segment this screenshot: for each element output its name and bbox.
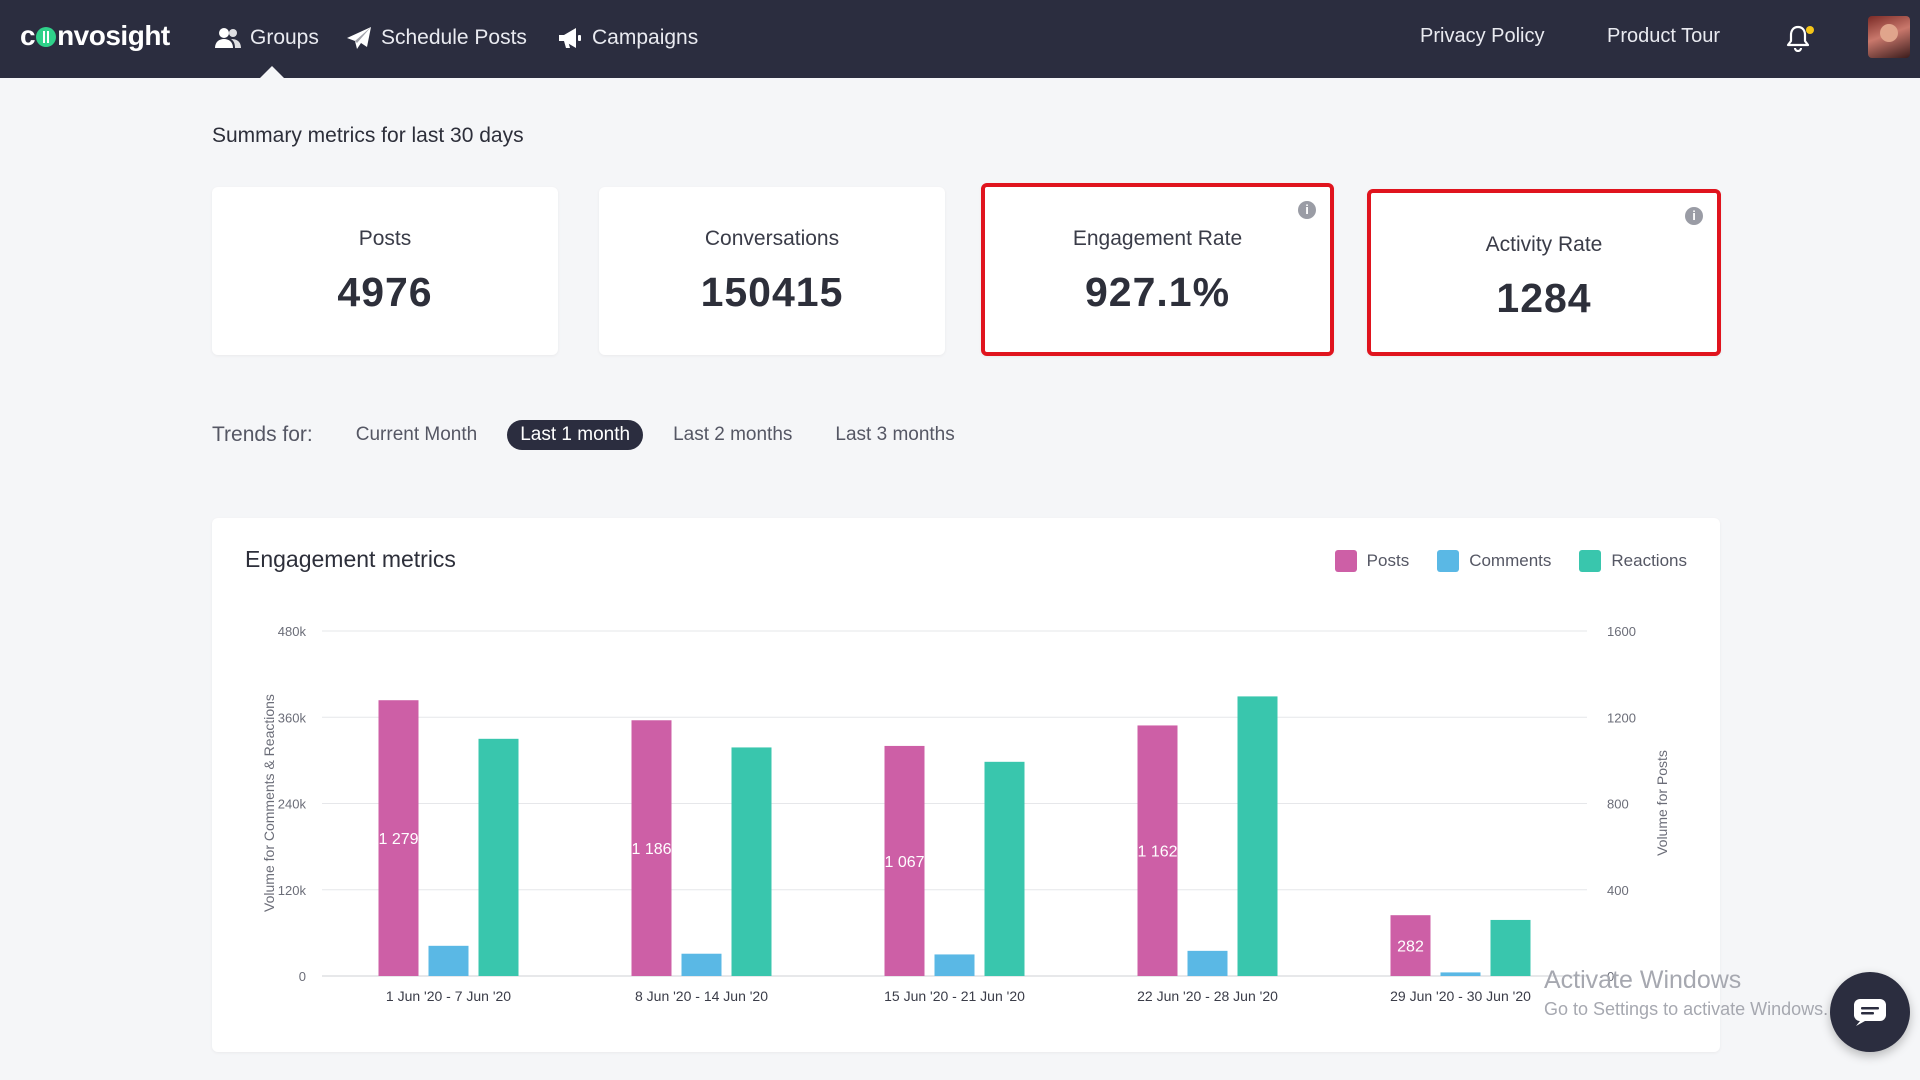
bar-data-label: 1 186 <box>631 841 671 858</box>
legend-label: Posts <box>1366 551 1410 570</box>
bar-reactions <box>478 738 519 976</box>
bar-comments <box>1440 972 1481 976</box>
legend-reactions[interactable]: Reactions <box>1579 550 1687 572</box>
legend-comments[interactable]: Comments <box>1437 550 1551 572</box>
user-avatar[interactable] <box>1868 16 1910 58</box>
metric-label: Activity Rate <box>1485 233 1603 256</box>
active-nav-indicator <box>260 66 284 78</box>
bar-posts <box>1390 915 1431 976</box>
category-label: 29 Jun '20 - 30 Jun '20 <box>1390 988 1531 1004</box>
activity-rate-metric-card: i Activity Rate 1284 <box>1367 189 1721 356</box>
logo-o-icon <box>36 27 57 47</box>
conversations-metric-card: Conversations 150415 <box>599 187 945 355</box>
legend-swatch <box>1437 550 1460 572</box>
legend-swatch <box>1579 550 1602 572</box>
bar-comments <box>934 954 975 976</box>
users-icon <box>214 24 242 52</box>
engagement-metrics-panel: Engagement metrics Posts Comments Reacti… <box>212 518 1720 1052</box>
trends-filter: Trends for: Current Month Last 1 month L… <box>212 418 985 452</box>
chat-icon <box>1854 999 1886 1026</box>
metric-value: 150415 <box>700 269 844 315</box>
bar-posts <box>884 745 925 976</box>
activate-windows-subtitle: Go to Settings to activate Windows. <box>1544 999 1829 1019</box>
left-tick-label: 240k <box>278 797 307 812</box>
legend-label: Reactions <box>1611 551 1687 570</box>
bar-posts <box>631 720 672 976</box>
bar-data-label: 1 067 <box>884 854 924 871</box>
info-icon[interactable]: i <box>1685 207 1703 225</box>
metric-value: 1284 <box>1496 275 1592 321</box>
nav-groups-label: Groups <box>250 26 319 49</box>
legend-swatch <box>1334 550 1357 572</box>
activate-windows-watermark: Activate Windows Go to Settings to activ… <box>1544 966 1828 1020</box>
trend-option-last-2-months[interactable]: Last 2 months <box>673 424 793 445</box>
chart-legend: Posts Comments Reactions <box>1307 550 1687 572</box>
bar-posts <box>378 700 419 976</box>
bar-data-label: 1 279 <box>378 831 418 848</box>
metric-value: 927.1% <box>1084 269 1231 315</box>
category-label: 8 Jun '20 - 14 Jun '20 <box>635 988 768 1004</box>
logo-text-end: nvosight <box>57 20 170 51</box>
bar-data-label: 1 162 <box>1137 844 1177 861</box>
right-tick-label: 800 <box>1607 797 1629 812</box>
posts-metric-card: Posts 4976 <box>212 187 558 355</box>
right-tick-label: 400 <box>1607 883 1629 898</box>
category-label: 22 Jun '20 - 28 Jun '20 <box>1137 988 1278 1004</box>
megaphone-icon <box>556 24 584 52</box>
nav-schedule-posts[interactable]: Schedule Posts <box>345 22 527 54</box>
category-label: 1 Jun '20 - 7 Jun '20 <box>386 988 511 1004</box>
bar-reactions <box>1490 919 1531 976</box>
metric-value: 4976 <box>337 269 433 315</box>
left-tick-label: 360k <box>278 710 307 725</box>
bar-reactions <box>731 747 772 976</box>
logo-text-start: c <box>20 20 36 51</box>
bar-reactions <box>984 761 1025 976</box>
trend-option-last-1-month[interactable]: Last 1 month <box>507 420 644 450</box>
activate-windows-title: Activate Windows <box>1544 966 1742 994</box>
bar-comments <box>1187 950 1228 976</box>
engagement-bar-chart: 0 120k 240k 360k 480k 0 400 800 1200 1600 Volume f… <box>261 624 1670 1004</box>
legend-label: Comments <box>1469 551 1552 570</box>
trend-option-current-month[interactable]: Current Month <box>355 424 478 445</box>
nav-campaigns[interactable]: Campaigns <box>556 22 698 54</box>
convosight-logo[interactable]: c nvosight <box>20 20 170 52</box>
info-icon[interactable]: i <box>1298 201 1316 219</box>
paper-plane-icon <box>345 24 373 52</box>
left-tick-label: 0 <box>299 969 306 984</box>
metric-label: Conversations <box>704 227 840 250</box>
notification-badge <box>1806 26 1814 34</box>
product-tour-link[interactable]: Product Tour <box>1607 25 1721 47</box>
right-tick-label: 1200 <box>1607 710 1636 725</box>
bar-data-label: 282 <box>1397 939 1424 956</box>
nav-schedule-posts-label: Schedule Posts <box>381 26 527 49</box>
top-navigation-bar: c nvosight Groups Schedule Posts Campaign… <box>0 0 1920 78</box>
nav-campaigns-label: Campaigns <box>592 26 699 49</box>
left-tick-label: 480k <box>278 624 307 639</box>
trend-option-last-3-months[interactable]: Last 3 months <box>835 424 955 445</box>
metric-label: Engagement Rate <box>1072 227 1243 250</box>
right-tick-label: 0 <box>1607 969 1614 984</box>
metric-label: Posts <box>358 227 412 250</box>
category-label: 15 Jun '20 - 21 Jun '20 <box>884 988 1025 1004</box>
notifications-button[interactable] <box>1786 24 1814 54</box>
bar-comments <box>428 945 469 976</box>
legend-posts[interactable]: Posts <box>1334 550 1410 572</box>
privacy-policy-link[interactable]: Privacy Policy <box>1420 25 1545 47</box>
bell-icon <box>1786 25 1810 53</box>
chat-button[interactable] <box>1830 972 1910 1052</box>
summary-title: Summary metrics for last 30 days <box>212 124 524 147</box>
engagement-rate-metric-card: i Engagement Rate 927.1% <box>981 183 1334 356</box>
panel-title: Engagement metrics <box>245 546 456 572</box>
bar-reactions <box>1237 696 1278 976</box>
right-axis-title: Volume for Posts <box>1654 750 1670 856</box>
left-axis-title: Volume for Comments & Reactions <box>261 694 277 912</box>
nav-groups[interactable]: Groups <box>214 22 319 54</box>
trends-label: Trends for: <box>212 423 313 446</box>
right-tick-label: 1600 <box>1607 624 1636 639</box>
left-tick-label: 120k <box>278 883 307 898</box>
bar-posts <box>1137 725 1178 976</box>
bar-comments <box>681 953 722 976</box>
